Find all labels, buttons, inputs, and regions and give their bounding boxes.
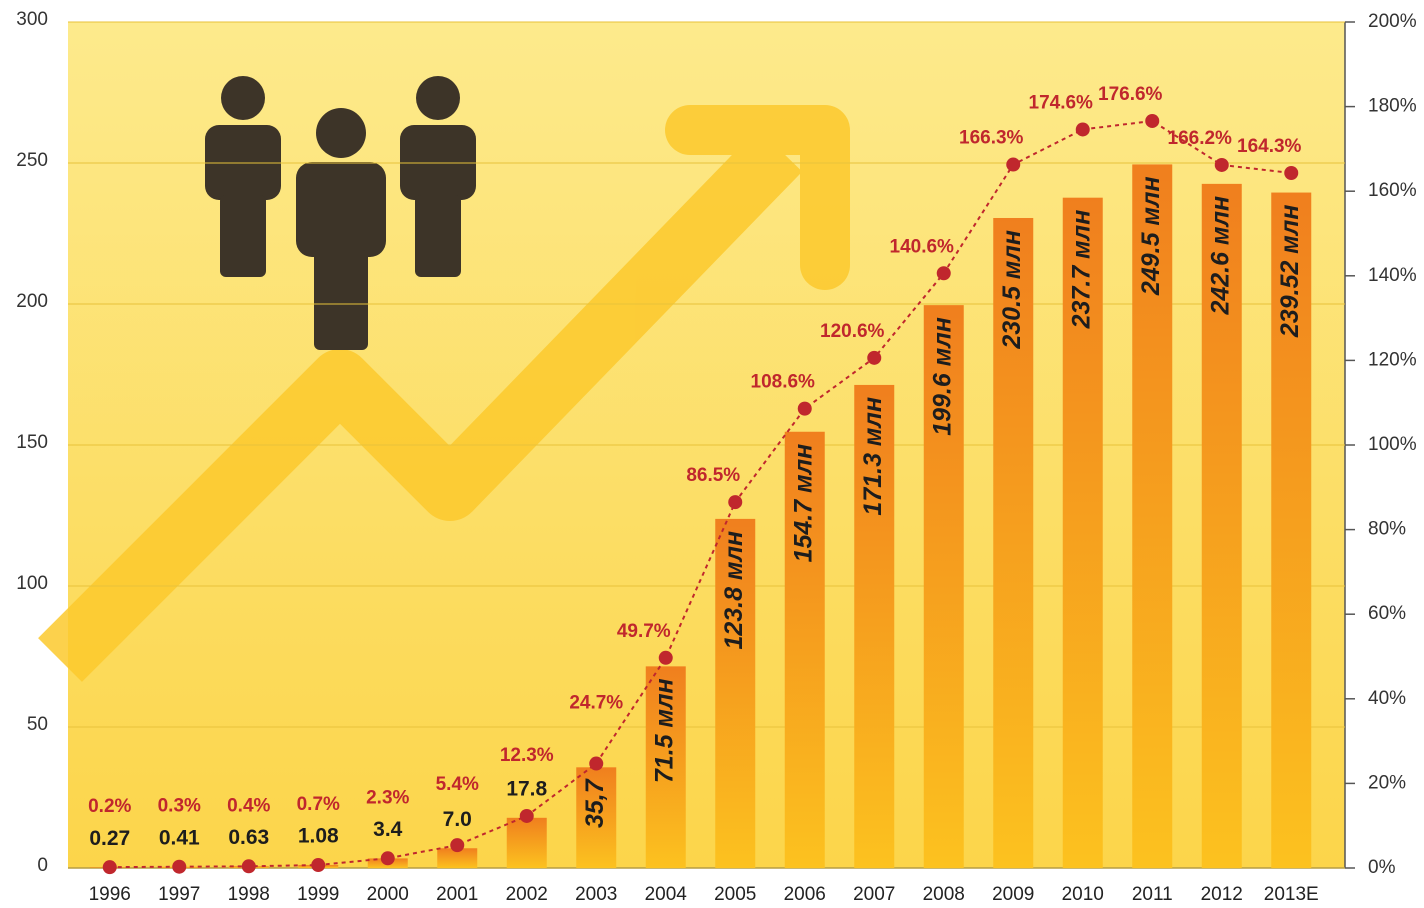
chart: 0 50 100 150 200 250 300 0% 20% 40% 60% 80% 100% 120%… (0, 0, 1424, 908)
line-label: 0.3% (158, 796, 201, 817)
line-point (728, 495, 742, 509)
data-label: 17.8 (506, 777, 547, 800)
line-label: 176.6% (1098, 84, 1163, 105)
data-label: 3.4 (373, 818, 403, 841)
y2-tick-label: 0% (1368, 857, 1396, 878)
y2-tick-label: 100% (1368, 434, 1417, 455)
data-label: 199.6 млн (928, 317, 956, 436)
data-label: 1.08 (298, 825, 339, 848)
y-tick-label: 100 (16, 573, 48, 594)
line-point (937, 266, 951, 280)
y-tick-label: 300 (16, 9, 48, 30)
data-label: 239.52 млн (1276, 205, 1304, 339)
x-tick-label: 2001 (436, 884, 478, 905)
x-tick-label: 1999 (297, 884, 339, 905)
line-label: 49.7% (617, 621, 671, 642)
line-point (1076, 122, 1090, 136)
data-label: 0.63 (228, 826, 269, 849)
line-point (172, 860, 186, 874)
data-label: 171.3 млн (859, 397, 887, 516)
y2-tick-label: 80% (1368, 519, 1406, 540)
line-label: 108.6% (751, 372, 816, 393)
line-point (381, 851, 395, 865)
line-label: 0.4% (227, 795, 270, 816)
x-tick-label: 2000 (367, 884, 409, 905)
y2-tick-label: 60% (1368, 603, 1406, 624)
y-tick-label: 200 (16, 291, 48, 312)
line-label: 86.5% (686, 465, 740, 486)
line-point (520, 809, 534, 823)
line-label: 0.7% (297, 794, 340, 815)
data-label: 0.27 (89, 827, 130, 850)
data-label: 249.5 млн (1137, 176, 1165, 296)
x-tick-label: 2003 (575, 884, 617, 905)
line-point (867, 351, 881, 365)
line-label: 12.3% (500, 745, 554, 766)
x-tick-label: 2011 (1132, 884, 1173, 905)
line-point (103, 860, 117, 874)
y-tick-label: 0 (37, 855, 48, 876)
line-label: 164.3% (1237, 136, 1302, 157)
line-point (1215, 158, 1229, 172)
line-point (589, 757, 603, 771)
line-label: 2.3% (366, 787, 409, 808)
line-label: 120.6% (820, 321, 885, 342)
data-label: 237.7 млн (1067, 210, 1095, 330)
line-point (242, 859, 256, 873)
y-tick-label: 150 (16, 432, 48, 453)
y2-tick-label: 160% (1368, 180, 1417, 201)
x-tick-label: 2002 (506, 884, 548, 905)
data-label: 230.5 млн (998, 230, 1026, 350)
x-tick-label: 2013E (1264, 884, 1319, 905)
data-label: 35,7 (581, 778, 609, 828)
line-label: 174.6% (1029, 92, 1094, 113)
line-point (1284, 166, 1298, 180)
x-tick-label: 2007 (853, 884, 895, 905)
y2-tick-label: 140% (1368, 265, 1417, 286)
x-tick-label: 1998 (228, 884, 270, 905)
y2-tick-label: 40% (1368, 688, 1406, 709)
y2-tick-label: 180% (1368, 96, 1417, 117)
x-tick-label: 2012 (1201, 884, 1243, 905)
line-point (450, 838, 464, 852)
line-label: 24.7% (569, 693, 623, 714)
x-tick-label: 1996 (89, 884, 131, 905)
data-label: 154.7 млн (789, 444, 817, 563)
y2-tick-label: 120% (1368, 349, 1417, 370)
line-point (1145, 114, 1159, 128)
line-point (798, 402, 812, 416)
y2-tick-label: 20% (1368, 772, 1406, 793)
line-label: 0.2% (88, 796, 131, 817)
y-tick-label: 250 (16, 150, 48, 171)
page: 0 50 100 150 200 250 300 0% 20% 40% 60% 80% 100% 120%… (0, 0, 1424, 908)
bar (507, 818, 547, 868)
x-tick-label: 2004 (645, 884, 688, 905)
line-point (659, 651, 673, 665)
line-label: 166.2% (1168, 128, 1233, 149)
line-label: 5.4% (436, 774, 479, 795)
line-point (311, 858, 325, 872)
y2-tick-label: 200% (1368, 11, 1417, 32)
x-tick-label: 2006 (784, 884, 826, 905)
line-label: 140.6% (890, 236, 955, 257)
line-point (1006, 158, 1020, 172)
x-tick-label: 2005 (714, 884, 756, 905)
x-tick-label: 1997 (158, 884, 200, 905)
data-label: 7.0 (443, 808, 472, 831)
line-label: 166.3% (959, 128, 1024, 149)
data-label: 71.5 млн (650, 678, 678, 783)
data-label: 242.6 млн (1206, 196, 1234, 316)
data-label: 0.41 (159, 826, 200, 849)
data-label: 123.8 млн (720, 531, 748, 650)
y-tick-label: 50 (27, 714, 48, 735)
x-tick-label: 2009 (992, 884, 1034, 905)
x-tick-label: 2010 (1062, 884, 1104, 905)
x-tick-label: 2008 (923, 884, 965, 905)
